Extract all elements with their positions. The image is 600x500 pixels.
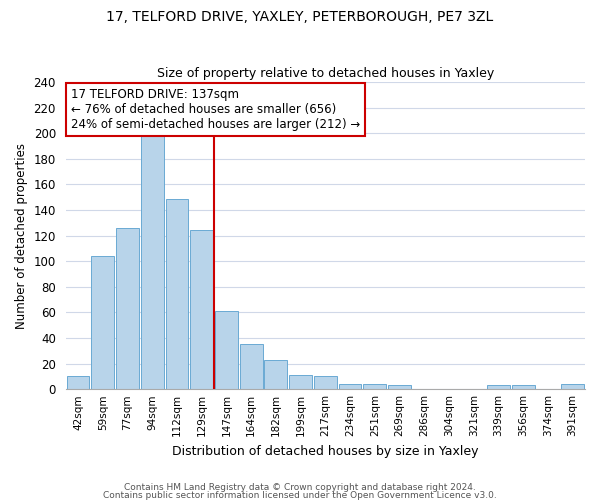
Bar: [190, 230, 213, 389]
Bar: [512, 386, 535, 389]
Bar: [141, 134, 164, 389]
Y-axis label: Number of detached properties: Number of detached properties: [15, 142, 28, 328]
Bar: [314, 376, 337, 389]
Bar: [561, 384, 584, 389]
Bar: [215, 311, 238, 389]
Text: Contains public sector information licensed under the Open Government Licence v3: Contains public sector information licen…: [103, 490, 497, 500]
Bar: [388, 386, 411, 389]
Bar: [67, 376, 89, 389]
Bar: [265, 360, 287, 389]
Bar: [289, 375, 312, 389]
Bar: [91, 256, 114, 389]
Bar: [364, 384, 386, 389]
X-axis label: Distribution of detached houses by size in Yaxley: Distribution of detached houses by size …: [172, 444, 479, 458]
Text: 17 TELFORD DRIVE: 137sqm
← 76% of detached houses are smaller (656)
24% of semi-: 17 TELFORD DRIVE: 137sqm ← 76% of detach…: [71, 88, 360, 131]
Bar: [338, 384, 361, 389]
Bar: [116, 228, 139, 389]
Bar: [487, 386, 510, 389]
Text: Contains HM Land Registry data © Crown copyright and database right 2024.: Contains HM Land Registry data © Crown c…: [124, 484, 476, 492]
Bar: [240, 344, 263, 389]
Text: 17, TELFORD DRIVE, YAXLEY, PETERBOROUGH, PE7 3ZL: 17, TELFORD DRIVE, YAXLEY, PETERBOROUGH,…: [106, 10, 494, 24]
Bar: [166, 198, 188, 389]
Title: Size of property relative to detached houses in Yaxley: Size of property relative to detached ho…: [157, 66, 494, 80]
